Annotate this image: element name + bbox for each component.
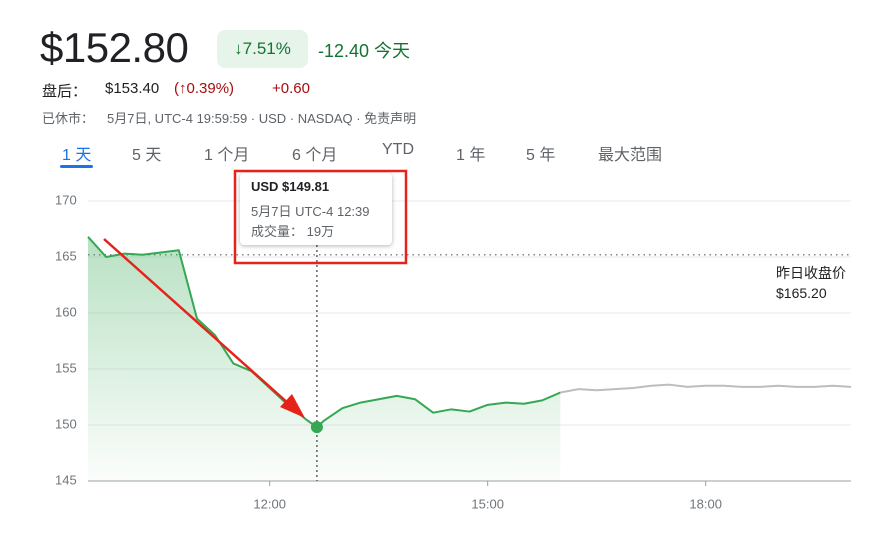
previous-close-label: 昨日收盘价 $165.20 (776, 263, 848, 303)
tooltip-volume: 成交量： 19万 (251, 224, 335, 239)
y-tick-label: 145 (55, 472, 77, 487)
range-tab[interactable]: 1 年 (456, 147, 486, 164)
change: -12.40 今天 (318, 41, 411, 61)
range-tab[interactable]: 5 天 (132, 147, 162, 164)
after-hours-label: 盘后： (42, 83, 88, 100)
change-percent: ↓7.51% (217, 30, 308, 68)
y-tick-label: 155 (55, 360, 77, 375)
annotation-arrowhead (280, 394, 305, 418)
x-tick-label: 12:00 (253, 496, 286, 511)
hover-point (310, 421, 323, 434)
range-tab[interactable]: 6 个月 (292, 147, 338, 164)
tooltip: USD $149.81 5月7日 UTC-4 12:39 成交量： 19万 (240, 173, 392, 245)
tooltip-price: USD $149.81 (251, 179, 330, 194)
range-tab[interactable]: 1 个月 (204, 147, 250, 164)
y-tick-label: 160 (55, 304, 77, 319)
status: 已休市： (42, 111, 95, 126)
details[interactable]: 5月7日, UTC-4 19:59:59 · USD · NASDAQ · 免责… (107, 111, 417, 126)
range-tab[interactable]: 1 天 (62, 147, 92, 164)
range-tab[interactable]: YTD (382, 141, 414, 158)
area (88, 236, 561, 481)
after-hours-price: $153.40 (105, 80, 160, 97)
price: $152.80 (40, 24, 189, 71)
after-hours-percent: (↑0.39%) (174, 80, 235, 97)
tab-underline (60, 165, 93, 168)
previous-close-value: $165.20 (776, 285, 827, 301)
x-tick-label: 18:00 (689, 496, 722, 511)
price-line (560, 383, 852, 394)
range-tab[interactable]: 5 年 (526, 147, 556, 164)
tooltip-time: 5月7日 UTC-4 12:39 (251, 204, 370, 219)
previous-close-text: 昨日收盘价 (776, 265, 846, 281)
y-tick-label: 170 (55, 192, 77, 207)
after-hours-change: +0.60 (272, 80, 310, 97)
range-tab[interactable]: 最大范围 (598, 147, 663, 164)
annotation-arrow (103, 238, 299, 413)
x-tick-label: 15:00 (471, 496, 504, 511)
y-tick-label: 150 (55, 416, 77, 431)
y-tick-label: 165 (55, 248, 77, 263)
